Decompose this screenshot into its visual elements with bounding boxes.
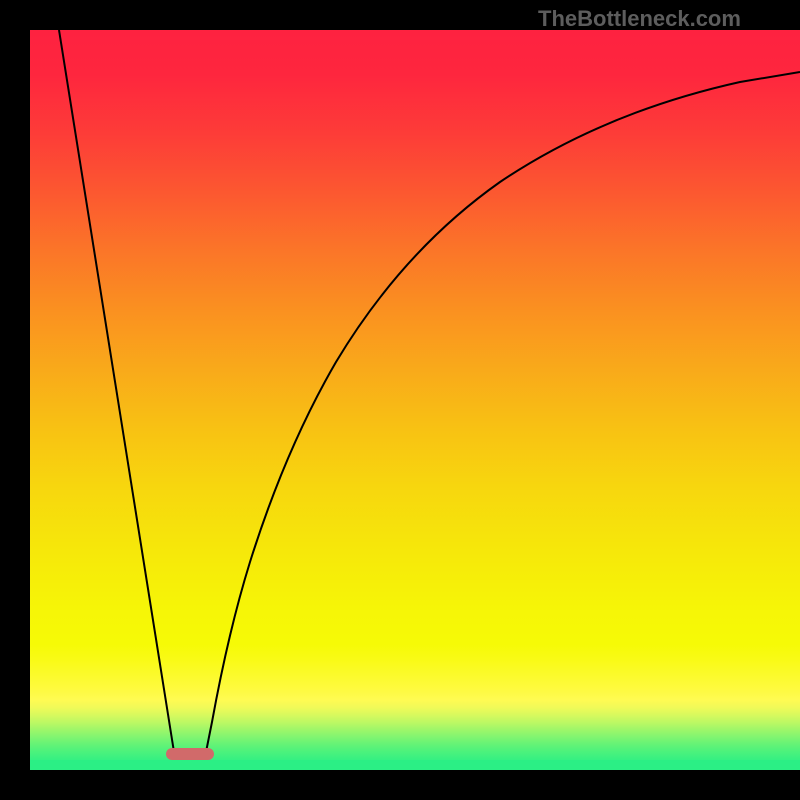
bottleneck-chart	[0, 0, 800, 800]
minimum-marker	[166, 748, 214, 760]
plot-background	[30, 30, 800, 770]
bottom-green-strip	[30, 760, 800, 770]
